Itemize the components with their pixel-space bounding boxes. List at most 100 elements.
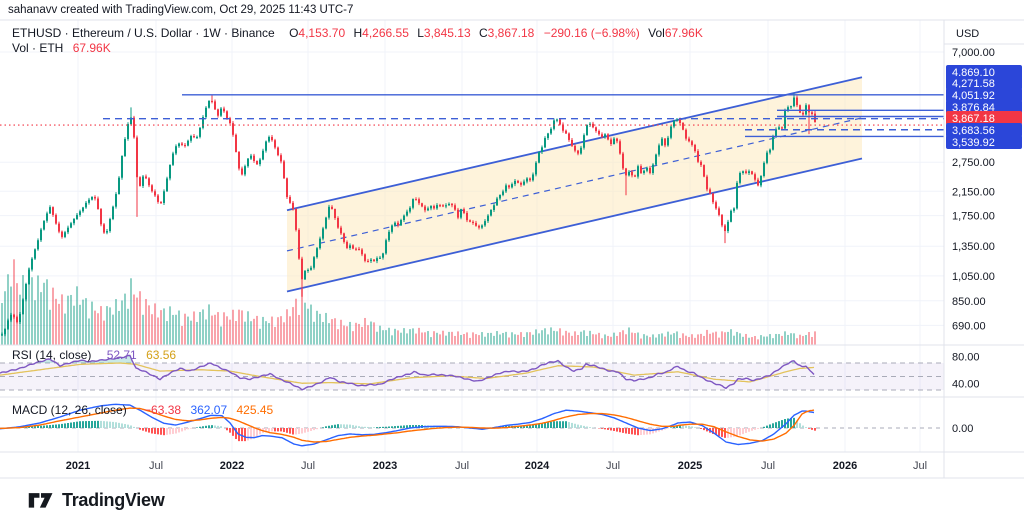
candle-body (4, 328, 6, 335)
volume-bar (346, 326, 348, 345)
macd-histogram-bar (790, 418, 792, 428)
volume-bar (40, 292, 42, 345)
candle-body (526, 178, 528, 182)
candle-body (544, 138, 546, 148)
price-levels[interactable] (0, 94, 944, 138)
price-tick-label: 850.00 (952, 296, 986, 308)
candle-body (730, 210, 732, 222)
macd-histogram-bar (529, 425, 531, 428)
candle-body (577, 150, 579, 154)
candle-body (124, 138, 126, 156)
volume-bar (157, 317, 159, 345)
macd-histogram-bar (604, 428, 606, 430)
macd-histogram-bar (232, 428, 234, 436)
candle-body (235, 134, 237, 152)
volume-bar (178, 310, 180, 345)
volume-bar (151, 314, 153, 345)
macd-histogram-bar (334, 424, 336, 428)
volume-bar (733, 335, 735, 345)
volume-legend[interactable]: Vol · ETH 67.96K (12, 41, 111, 55)
candle-body (745, 171, 747, 174)
macd-histogram-bar (37, 426, 39, 428)
candle-body (328, 206, 330, 218)
macd-histogram-bar (352, 425, 354, 428)
volume-bar (634, 333, 636, 345)
volume-bar (319, 313, 321, 345)
volume-bar (349, 321, 351, 345)
volume-bar (232, 309, 234, 345)
macd-histogram-bar (133, 426, 135, 428)
macd-histogram-bar (310, 428, 312, 431)
volume-bar (292, 307, 294, 345)
candle-body (661, 138, 663, 146)
volume-bar (250, 321, 252, 345)
macd-histogram-bar (127, 424, 129, 428)
attribution-text: sahanavv created with TradingView.com, O… (8, 4, 354, 16)
candle-body (442, 205, 444, 207)
volume-bar (280, 316, 282, 345)
tradingview-logo[interactable]: TradingView (28, 488, 165, 512)
candle-body (472, 221, 474, 224)
price-axis[interactable]: USD 7,000.00 2,750.00 2,150.00 1,750.00 1,350… (944, 28, 1024, 435)
macd-legend[interactable]: MACD (12, 26, close) −63.38 362.07 425.4… (12, 403, 273, 417)
volume-bar (499, 334, 501, 345)
volume-bar (271, 316, 273, 345)
macd-histogram-bar (298, 428, 300, 434)
macd-histogram-bar (145, 428, 147, 432)
volume-bar (217, 312, 219, 345)
volume-bar (304, 302, 306, 345)
channel-top-line (286, 76, 863, 212)
macd-histogram-bar (415, 425, 417, 428)
candle-body (400, 220, 402, 226)
parallel-channel[interactable] (286, 76, 863, 293)
candle-body (298, 229, 300, 259)
candle-body (640, 166, 642, 174)
candle-body (409, 207, 411, 212)
candle-body (340, 227, 342, 234)
macd-histogram-bar (610, 428, 612, 431)
price-badge (946, 135, 1022, 149)
volume-bar (85, 298, 87, 345)
price-tick-label: 1,750.00 (952, 211, 995, 223)
candle-body (427, 208, 429, 211)
volume-bar (355, 322, 357, 345)
price-tick-label: 1,350.00 (952, 241, 995, 253)
macd-histogram-bar (190, 428, 192, 429)
volume-bar (796, 338, 798, 345)
time-tick-label: Jul (149, 460, 163, 472)
volume-bar (718, 337, 720, 345)
candle-body (247, 158, 249, 167)
volume-bar (520, 332, 522, 345)
volume-bar (454, 335, 456, 345)
rsi-legend-title: RSI (14, close) (12, 348, 92, 362)
time-axis[interactable]: 2021 Jul 2022 Jul 2023 Jul 2024 Jul 2025 Jul 2026 J… (66, 460, 927, 472)
candle-body (760, 175, 762, 186)
rsi-legend[interactable]: RSI (14, close) 52.71 63.56 (12, 348, 176, 362)
axis-currency-label: USD (956, 28, 979, 40)
macd-histogram-bar (571, 422, 573, 428)
macd-histogram-bar (625, 428, 627, 434)
candle-body (103, 224, 105, 233)
candle-body (802, 112, 804, 115)
volume-bar (799, 334, 801, 345)
volume-bar (289, 316, 291, 345)
volume-bar (808, 332, 810, 345)
macd-histogram-bar (115, 422, 117, 428)
candle-body (79, 211, 81, 215)
time-tick-label: 2023 (373, 460, 397, 472)
macd-histogram-bar (769, 424, 771, 428)
macd-histogram-bar (31, 426, 33, 428)
symbol-legend[interactable]: ETHUSD · Ethereum / U.S. Dollar · 1W · B… (12, 26, 703, 40)
candle-body (559, 119, 561, 125)
macd-histogram-bar (556, 421, 558, 428)
candle-body (346, 241, 348, 248)
candle-body (658, 145, 660, 155)
candle-body (1, 334, 3, 336)
candle-body (574, 145, 576, 151)
candle-body (313, 257, 315, 268)
volume-bar (136, 297, 138, 345)
candle-body (694, 144, 696, 152)
volume-bar (283, 322, 285, 345)
candle-body (109, 219, 111, 232)
